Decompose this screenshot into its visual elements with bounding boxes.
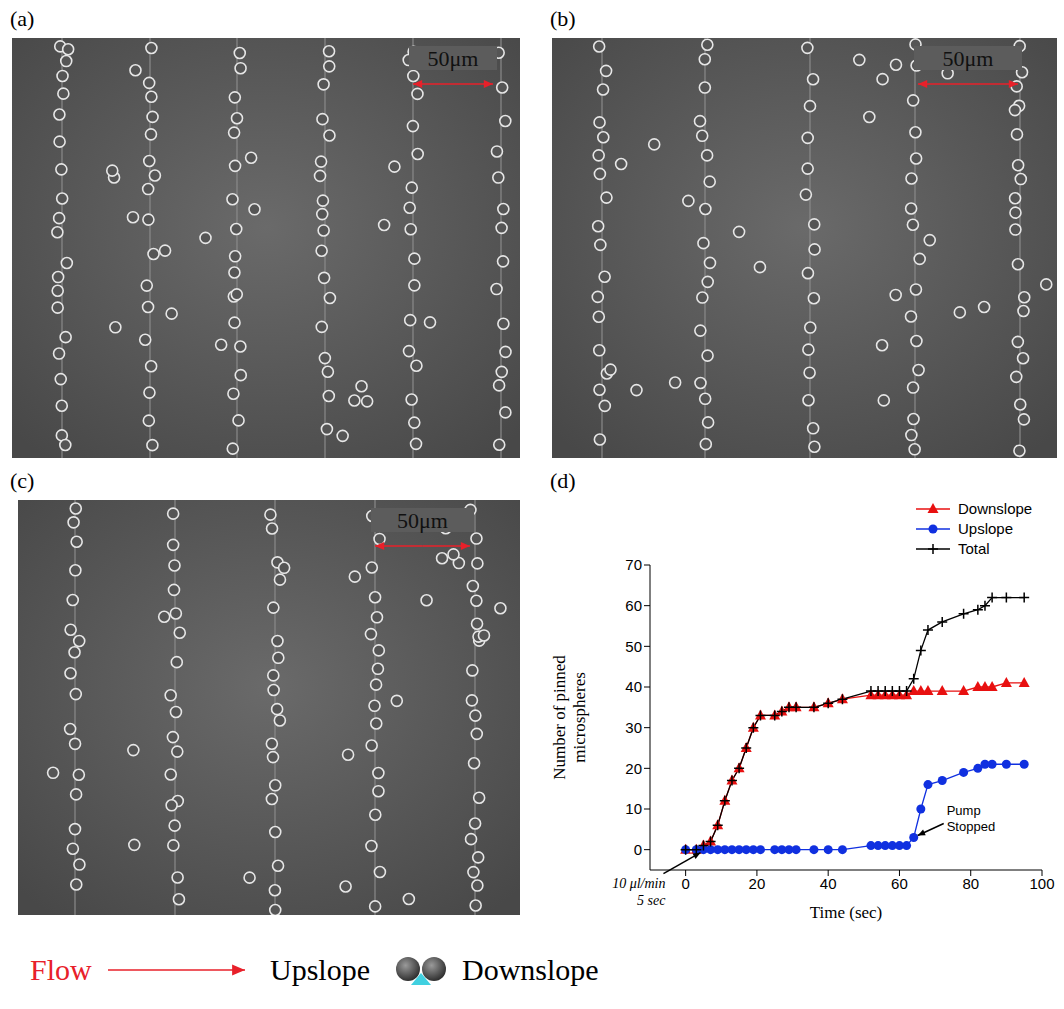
svg-text:40: 40 bbox=[820, 875, 837, 892]
svg-text:Pump: Pump bbox=[947, 803, 981, 818]
svg-text:70: 70 bbox=[625, 556, 642, 573]
svg-text:20: 20 bbox=[749, 875, 766, 892]
svg-text:50μm: 50μm bbox=[397, 508, 448, 533]
svg-text:60: 60 bbox=[891, 875, 908, 892]
svg-text:60: 60 bbox=[625, 597, 642, 614]
html-text:(b): (b) bbox=[550, 6, 576, 31]
svg-text:10 μl/min: 10 μl/min bbox=[612, 876, 665, 891]
svg-text:Number of pinned: Number of pinned bbox=[550, 655, 569, 780]
svg-text:80: 80 bbox=[962, 875, 979, 892]
svg-text:0: 0 bbox=[634, 841, 642, 858]
svg-text:10: 10 bbox=[625, 800, 642, 817]
svg-text:5 sec: 5 sec bbox=[637, 893, 666, 908]
svg-text:Upslope: Upslope bbox=[958, 520, 1013, 537]
html-text:(a): (a) bbox=[10, 6, 35, 31]
svg-text:Time (sec): Time (sec) bbox=[810, 903, 883, 922]
svg-text:Downslope: Downslope bbox=[958, 500, 1032, 517]
html-text:(d): (d) bbox=[550, 468, 576, 493]
svg-text:40: 40 bbox=[625, 678, 642, 695]
svg-text:50μm: 50μm bbox=[943, 46, 994, 71]
svg-text:microspheres: microspheres bbox=[570, 672, 589, 763]
svg-text:0: 0 bbox=[681, 875, 689, 892]
svg-text:30: 30 bbox=[625, 719, 642, 736]
svg-text:50: 50 bbox=[625, 638, 642, 655]
svg-text:Upslope: Upslope bbox=[270, 953, 370, 986]
svg-text:Flow: Flow bbox=[30, 953, 92, 986]
svg-text:Downslope: Downslope bbox=[462, 953, 599, 986]
html-text:(c): (c) bbox=[10, 468, 35, 493]
svg-text:50μm: 50μm bbox=[428, 46, 479, 71]
svg-text:Stopped: Stopped bbox=[947, 819, 995, 834]
svg-text:Total: Total bbox=[958, 540, 990, 557]
svg-text:20: 20 bbox=[625, 760, 642, 777]
svg-text:100: 100 bbox=[1029, 875, 1054, 892]
